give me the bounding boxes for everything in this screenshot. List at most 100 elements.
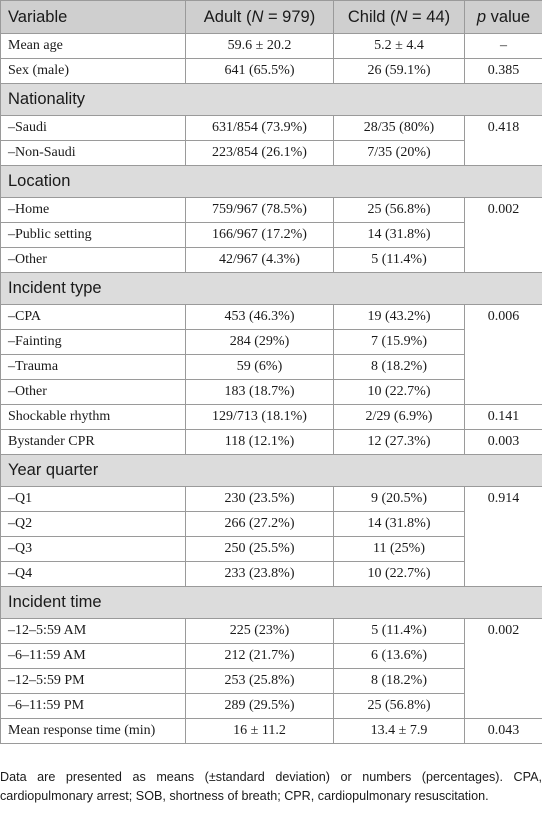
section-title: Nationality — [0, 83, 542, 116]
row-label: –Fainting — [0, 329, 186, 355]
p-value: 0.002 — [464, 618, 542, 719]
p-value: 0.006 — [464, 304, 542, 405]
child-value: 12 (27.3%) — [333, 429, 465, 455]
adult-value: 166/967 (17.2%) — [185, 222, 334, 248]
row-label: –Trauma — [0, 354, 186, 380]
table-header-row: Variable Adult (N = 979) Child (N = 44) … — [0, 0, 542, 34]
child-value: 19 (43.2%) — [333, 304, 465, 330]
row-label: –Non-Saudi — [0, 140, 186, 166]
child-value: 13.4 ± 7.9 — [333, 718, 465, 744]
child-value: 5.2 ± 4.4 — [333, 33, 465, 59]
row-label: –Q2 — [0, 511, 186, 537]
table-row: Shockable rhythm 129/713 (18.1%) 2/29 (6… — [0, 404, 542, 430]
table-row: –CPA 453 (46.3%) 19 (43.2%) 0.006 — [0, 304, 542, 405]
table-row: –6–11:59 AM 212 (21.7%) 6 (13.6%) — [0, 643, 542, 669]
row-label: –Public setting — [0, 222, 186, 248]
row-label: –Other — [0, 247, 186, 273]
adult-value: 42/967 (4.3%) — [185, 247, 334, 273]
adult-value: 266 (27.2%) — [185, 511, 334, 537]
child-value: 10 (22.7%) — [333, 561, 465, 587]
p-value: 0.385 — [464, 58, 542, 84]
section-title: Year quarter — [0, 454, 542, 487]
row-label: –Q3 — [0, 536, 186, 562]
adult-value: 225 (23%) — [185, 618, 334, 644]
row-label: Shockable rhythm — [0, 404, 186, 430]
adult-value: 118 (12.1%) — [185, 429, 334, 455]
header-adult: Adult (N = 979) — [185, 0, 334, 34]
section-title: Location — [0, 165, 542, 198]
row-label: Mean age — [0, 33, 186, 59]
row-label: –6–11:59 PM — [0, 693, 186, 719]
child-value: 25 (56.8%) — [333, 197, 465, 223]
section-header: Year quarter — [0, 454, 542, 487]
adult-value: 289 (29.5%) — [185, 693, 334, 719]
child-value: 5 (11.4%) — [333, 247, 465, 273]
p-value: 0.002 — [464, 197, 542, 273]
p-value: 0.914 — [464, 486, 542, 587]
table-row: Mean age 59.6 ± 20.2 5.2 ± 4.4 – — [0, 33, 542, 59]
adult-value: 453 (46.3%) — [185, 304, 334, 330]
adult-value: 250 (25.5%) — [185, 536, 334, 562]
child-value: 8 (18.2%) — [333, 668, 465, 694]
adult-value: 284 (29%) — [185, 329, 334, 355]
adult-value: 233 (23.8%) — [185, 561, 334, 587]
row-label: Mean response time (min) — [0, 718, 186, 744]
p-value: 0.418 — [464, 115, 542, 166]
child-value: 9 (20.5%) — [333, 486, 465, 512]
table-row: –Q1 230 (23.5%) 9 (20.5%) 0.914 — [0, 486, 542, 587]
adult-value: 16 ± 11.2 — [185, 718, 334, 744]
table-row: –Q4 233 (23.8%) 10 (22.7%) — [0, 561, 542, 587]
child-value: 6 (13.6%) — [333, 643, 465, 669]
child-value: 2/29 (6.9%) — [333, 404, 465, 430]
table-row: –Home 759/967 (78.5%) 25 (56.8%) 0.002 — [0, 197, 542, 273]
table-row: –Saudi 631/854 (73.9%) 28/35 (80%) 0.418 — [0, 115, 542, 166]
section-header: Location — [0, 165, 542, 198]
table-row: –Q2 266 (27.2%) 14 (31.8%) — [0, 511, 542, 537]
header-variable: Variable — [0, 0, 186, 34]
row-label: –12–5:59 PM — [0, 668, 186, 694]
table-row: –Non-Saudi 223/854 (26.1%) 7/35 (20%) — [0, 140, 542, 166]
adult-value: 253 (25.8%) — [185, 668, 334, 694]
table-row: Mean response time (min) 16 ± 11.2 13.4 … — [0, 718, 542, 744]
row-label: –Other — [0, 379, 186, 405]
adult-value: 183 (18.7%) — [185, 379, 334, 405]
row-label: –12–5:59 AM — [0, 618, 186, 644]
p-value: – — [464, 33, 542, 59]
table-row: –Fainting 284 (29%) 7 (15.9%) — [0, 329, 542, 355]
table-row: –12–5:59 PM 253 (25.8%) 8 (18.2%) — [0, 668, 542, 694]
section-header: Incident type — [0, 272, 542, 305]
table-footnote: Data are presented as means (±standard d… — [0, 770, 542, 803]
table-row: –Trauma 59 (6%) 8 (18.2%) — [0, 354, 542, 380]
row-label: –Q1 — [0, 486, 186, 512]
child-value: 28/35 (80%) — [333, 115, 465, 141]
child-value: 7 (15.9%) — [333, 329, 465, 355]
table-row: –Other 42/967 (4.3%) 5 (11.4%) — [0, 247, 542, 273]
child-value: 25 (56.8%) — [333, 693, 465, 719]
section-title: Incident type — [0, 272, 542, 305]
adult-value: 230 (23.5%) — [185, 486, 334, 512]
table-row: –6–11:59 PM 289 (29.5%) 25 (56.8%) — [0, 693, 542, 719]
adult-value: 631/854 (73.9%) — [185, 115, 334, 141]
table-row: –Other 183 (18.7%) 10 (22.7%) — [0, 379, 542, 405]
section-title: Incident time — [0, 586, 542, 619]
adult-value: 759/967 (78.5%) — [185, 197, 334, 223]
child-value: 14 (31.8%) — [333, 222, 465, 248]
header-p-value: p value — [464, 0, 542, 34]
table-row: –Public setting 166/967 (17.2%) 14 (31.8… — [0, 222, 542, 248]
child-value: 10 (22.7%) — [333, 379, 465, 405]
row-label: –CPA — [0, 304, 186, 330]
p-value: 0.043 — [464, 718, 542, 744]
p-value: 0.003 — [464, 429, 542, 455]
child-value: 26 (59.1%) — [333, 58, 465, 84]
row-label: Sex (male) — [0, 58, 186, 84]
row-label: –6–11:59 AM — [0, 643, 186, 669]
adult-value: 223/854 (26.1%) — [185, 140, 334, 166]
row-label: –Saudi — [0, 115, 186, 141]
results-table: Variable Adult (N = 979) Child (N = 44) … — [0, 0, 542, 744]
adult-value: 129/713 (18.1%) — [185, 404, 334, 430]
child-value: 14 (31.8%) — [333, 511, 465, 537]
section-header: Nationality — [0, 83, 542, 116]
section-header: Incident time — [0, 586, 542, 619]
table-row: –Q3 250 (25.5%) 11 (25%) — [0, 536, 542, 562]
table-row: –12–5:59 AM 225 (23%) 5 (11.4%) 0.002 — [0, 618, 542, 719]
